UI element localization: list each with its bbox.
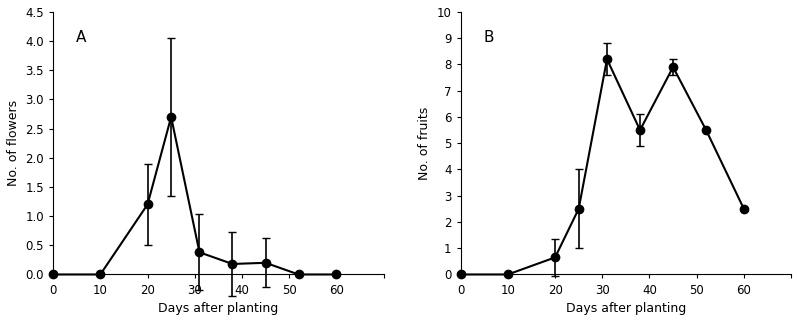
Y-axis label: No. of fruits: No. of fruits [418,107,431,180]
X-axis label: Days after planting: Days after planting [158,302,279,315]
Y-axis label: No. of flowers: No. of flowers [7,100,20,186]
X-axis label: Days after planting: Days after planting [566,302,686,315]
Text: B: B [484,30,494,45]
Text: A: A [77,30,87,45]
